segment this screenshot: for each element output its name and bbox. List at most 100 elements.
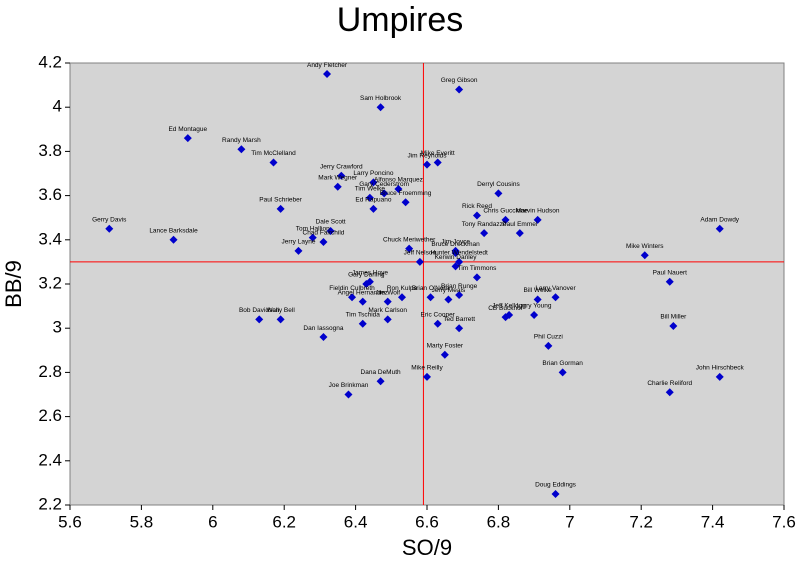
point-label: Larry Young [517,303,552,310]
point-label: Jerry Layne [281,239,315,246]
y-tick-label: 2.2 [38,494,62,513]
point-label: Hunter Wendelstedt [430,250,488,257]
point [365,193,374,202]
x-tick-label: 7 [565,512,574,531]
point [455,85,464,94]
point [294,246,303,255]
y-tick-label: 4.2 [38,52,62,71]
point-label: Mike Reilly [411,365,443,372]
point-label: Jerry Crawford [320,163,363,170]
point-label: Bruce Froemming [380,190,432,197]
point-label: Greg Gibson [441,77,478,84]
point [169,235,178,244]
point-label: Jeff Nelson [404,250,437,257]
point [269,158,278,167]
point-label: Bill Welke [523,287,552,294]
point-label: Jerry Meals [432,287,466,294]
point [455,291,464,300]
point-label: Phil Cuzzi [534,334,563,341]
point-label: Ted Barrett [443,316,475,323]
point-label: Angel Hernandez [338,289,388,296]
point-label: Mark Wegner [318,174,358,181]
point [348,293,357,302]
point-label: Paul Nauert [653,270,688,277]
point [383,297,392,306]
point-label: Joe Brinkman [329,382,369,389]
x-tick-label: 7.2 [629,512,653,531]
point [455,324,464,333]
point [319,238,328,247]
point [423,160,431,169]
point [401,198,410,207]
point-label: Jeff Kellogg [492,303,526,310]
point [426,293,435,302]
point [665,388,674,397]
point [319,333,328,342]
point-label: Kerwin Danley [435,254,478,261]
point [472,273,481,282]
point-label: Rick Reed [462,203,492,210]
point-label: Lance Barksdale [149,228,198,235]
point-label: Dana DeMuth [361,369,401,376]
point-label: Ed Montague [168,126,207,133]
point [501,215,510,224]
point [505,310,514,319]
point [515,229,524,238]
point [640,251,649,260]
point-label: Paul Emmel [502,221,538,228]
point [344,390,353,399]
point [326,226,335,235]
point-label: Adam Dowdy [700,216,739,223]
point [376,377,385,386]
y-tick-label: 3 [53,318,62,337]
point [276,204,285,213]
point [551,293,560,302]
point [533,215,542,224]
point-label: Dan Iassogna [303,325,343,332]
point [358,319,367,328]
point [472,211,481,220]
point [669,321,678,330]
x-tick-label: 6.8 [487,512,511,531]
point [558,368,567,377]
point-label: Ron Kulpa [387,285,418,292]
point [665,277,674,286]
point-label: Charlie Reliford [647,380,692,387]
point-label: Bruce Dreckman [431,241,480,248]
y-tick-label: 3.4 [38,229,62,248]
point [398,293,407,302]
x-tick-label: 5.8 [130,512,154,531]
point-label: Bill Miller [660,314,687,321]
point [383,315,392,324]
point-label: Tim McClelland [251,150,296,157]
point-label: John Hirschbeck [696,365,745,372]
point [451,249,460,258]
point [530,310,539,319]
point-label: Dale Scott [316,219,346,226]
y-axis-label: BB/9 [1,260,26,308]
point-label: Gary Cederstrom [359,181,409,188]
point [394,184,403,193]
point-label: Doug Eddings [535,482,577,489]
point [551,489,560,498]
point [369,178,378,187]
point-label: Alfonso Marquez [374,177,423,184]
chart-title: Umpires [337,1,464,39]
point-label: Bob Davidson [239,307,280,314]
point-label: Larry Vanover [535,285,576,292]
point [369,204,378,213]
point-label: Jim Wolf [375,289,400,296]
point-label: Mike Winters [626,243,664,250]
point [308,233,317,242]
point-label: Mark Carlson [368,307,407,314]
y-tick-label: 2.6 [38,406,62,425]
point [415,257,424,266]
point [323,70,332,79]
point-label: Chuck Meriwether [383,236,436,243]
y-tick-label: 3.8 [38,141,62,160]
point-label: Tim Timmons [458,265,498,272]
y-tick-label: 3.2 [38,273,62,292]
x-tick-label: 6.6 [415,512,439,531]
point-label: Gerry Davis [92,216,127,223]
